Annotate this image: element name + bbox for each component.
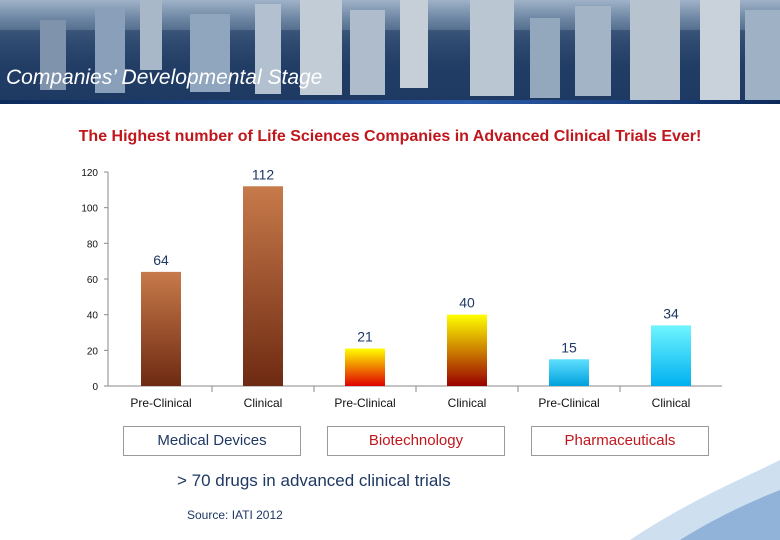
y-tick-label: 60 — [87, 275, 99, 286]
x-axis-categories: Pre-Clinical Clinical Pre-Clinical Clinical… — [130, 396, 690, 410]
chart-title: The Highest number of Life Sciences Comp… — [78, 128, 702, 145]
y-tick-label: 20 — [87, 346, 99, 357]
data-labels: 64 112 21 40 15 34 — [153, 166, 679, 355]
bar — [447, 314, 487, 386]
page-title: Companies’ Developmental Stage — [6, 66, 323, 89]
source-note: Source: IATI 2012 — [187, 508, 283, 522]
x-category-label: Clinical — [652, 396, 691, 410]
y-tick-label: 0 — [92, 382, 98, 393]
group-label-box: Biotechnology — [327, 426, 505, 456]
x-category-label: Pre-Clinical — [130, 396, 191, 410]
header-divider — [0, 100, 780, 104]
group-label-box: Pharmaceuticals — [531, 426, 709, 456]
bar — [345, 348, 385, 386]
bar-value-label: 112 — [252, 166, 275, 182]
y-tick-label: 120 — [81, 168, 98, 179]
x-category-label: Clinical — [448, 396, 487, 410]
city-skyline-image — [0, 0, 780, 104]
bar — [549, 359, 589, 386]
y-tick-label: 40 — [87, 311, 99, 322]
footnote: > 70 drugs in advanced clinical trials — [177, 471, 451, 490]
bar-value-label: 21 — [357, 329, 373, 345]
bar-chart: 0 20 40 60 80 100 120 64 112 21 40 15 34 Pre-Clinic… — [81, 166, 722, 410]
y-tick-label: 100 — [81, 204, 98, 215]
bar — [141, 271, 181, 386]
header-banner: Companies’ Developmental Stage — [0, 0, 780, 104]
bar — [651, 325, 691, 386]
y-axis-ticks: 0 20 40 60 80 100 120 — [81, 168, 108, 393]
bar-value-label: 34 — [663, 305, 679, 321]
x-category-label: Pre-Clinical — [334, 396, 395, 410]
bar-value-label: 64 — [153, 252, 169, 268]
group-label-box: Medical Devices — [123, 426, 301, 456]
y-tick-label: 80 — [87, 239, 99, 250]
x-category-label: Pre-Clinical — [538, 396, 599, 410]
chart-axes — [107, 172, 722, 392]
x-category-label: Clinical — [244, 396, 283, 410]
bar — [243, 186, 283, 386]
decorative-swoosh — [630, 460, 780, 540]
bar-value-label: 40 — [459, 295, 475, 311]
chart-bars — [141, 186, 691, 386]
bar-value-label: 15 — [561, 339, 577, 355]
